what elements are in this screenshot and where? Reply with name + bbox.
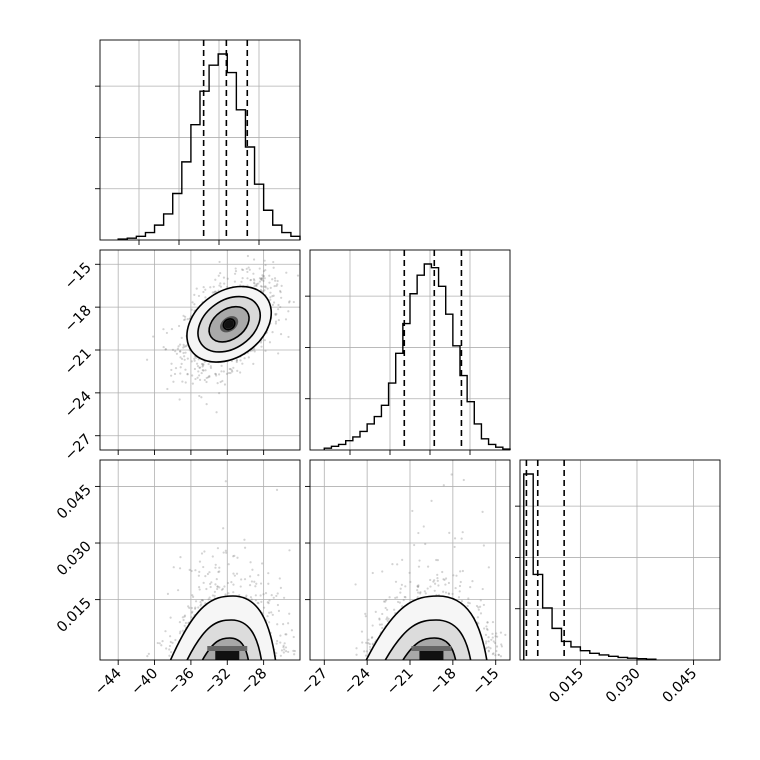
tick-label: −28 (238, 666, 271, 699)
contour-line (169, 595, 277, 660)
histogram-bars (323, 263, 511, 450)
tick-label: 0.015 (54, 595, 95, 636)
panel-mid-left: −15 −18 −21 −24 −27 (62, 249, 301, 464)
tick-label: −18 (62, 303, 95, 336)
tick-label: −36 (165, 666, 198, 699)
contour-line (186, 619, 263, 660)
panel-diag-a (95, 39, 301, 245)
axes-frame (99, 39, 301, 241)
tick-label: −15 (62, 260, 95, 293)
density-core (215, 651, 240, 660)
tick-label: −15 (470, 666, 503, 699)
tick-label: −27 (298, 666, 331, 699)
contour-line (197, 295, 261, 353)
histogram-bars (523, 473, 657, 660)
tick-label: 0.030 (603, 666, 644, 707)
tick-label: −24 (62, 388, 95, 421)
density-shade (207, 646, 248, 651)
panel-diag-b (305, 249, 511, 455)
density-core (419, 651, 444, 660)
tick-label: −24 (341, 666, 374, 699)
tick-label: −21 (62, 346, 95, 379)
density-shade (224, 319, 234, 329)
tick-label: −27 (62, 431, 95, 464)
axes-frame (309, 249, 511, 451)
density-shade (411, 646, 452, 651)
tick-label: 0.030 (54, 539, 95, 580)
tick-label: 0.015 (547, 666, 588, 707)
panel-diag-c: 0.015 0.030 0.045 (515, 459, 721, 707)
contour-line (384, 619, 472, 660)
contour-line (365, 595, 488, 660)
tick-label: −21 (384, 666, 417, 699)
tick-label: −18 (427, 666, 460, 699)
panel-bottom-left: −44 −40 −36 −32 −28 0.045 0.030 0.015 (54, 459, 301, 699)
histogram-bars (117, 53, 301, 240)
plot-area (145, 254, 300, 414)
tick-label: −32 (201, 666, 234, 699)
axes-frame (519, 459, 721, 661)
plot-area (354, 473, 507, 660)
tick-label: −44 (92, 666, 125, 699)
contour-line (222, 318, 236, 331)
panel-bottom-mid: −27 −24 −21 −18 −15 (298, 459, 511, 699)
contour-line (208, 305, 250, 343)
tick-label: −40 (128, 666, 161, 699)
axes-frame (99, 459, 301, 661)
plot-area (146, 480, 296, 660)
tick-label: 0.045 (54, 482, 95, 523)
contour-line (186, 285, 273, 363)
tick-label: 0.045 (660, 666, 701, 707)
